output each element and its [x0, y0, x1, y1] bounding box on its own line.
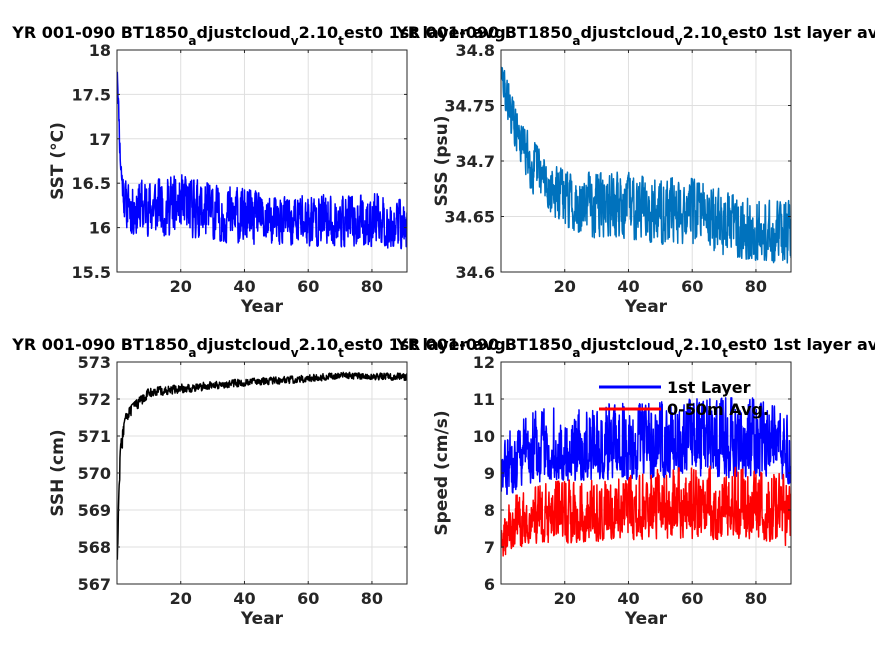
x-tick-label: 40 — [617, 589, 639, 608]
y-tick-label: 34.75 — [444, 97, 495, 116]
y-axis-label: SST (°C) — [48, 122, 68, 200]
y-tick-label: 10 — [473, 427, 495, 446]
x-tick-label: 20 — [170, 589, 192, 608]
y-axis-label: SSS (psu) — [432, 115, 452, 206]
x-tick-label: 20 — [554, 589, 576, 608]
y-tick-label: 34.6 — [456, 263, 495, 282]
y-tick-label: 34.8 — [456, 41, 495, 60]
series-line-1 — [117, 371, 407, 560]
series-group — [117, 371, 407, 560]
chart-panel-4: 20 40 60 80 6 7 8 9 10 11 12 Year Speed (cm/s) 1st La… — [432, 353, 792, 629]
y-tick-label: 7 — [484, 538, 495, 557]
y-tick-label: 568 — [78, 538, 111, 557]
y-tick-label: 16.5 — [72, 174, 111, 193]
series-group — [501, 397, 791, 557]
series-group — [117, 71, 407, 250]
x-axis-label: Year — [240, 609, 284, 629]
y-tick-label: 6 — [484, 575, 495, 594]
y-tick-label: 571 — [78, 427, 111, 446]
chart-panel-2: 20 40 60 80 34.6 34.65 34.7 34.75 34.8 Year SSS (p… — [432, 41, 792, 317]
x-tick-label: 80 — [361, 589, 383, 608]
y-tick-label: 569 — [78, 501, 111, 520]
x-tick-label: 80 — [745, 589, 767, 608]
chart-title-2: YR 001-090 BT1850adjustcloudv2.10test0 1… — [395, 23, 875, 48]
y-axis-label: SSH (cm) — [48, 429, 68, 516]
x-tick-label: 40 — [233, 277, 255, 296]
x-tick-label: 40 — [617, 277, 639, 296]
y-tick-label: 572 — [78, 390, 111, 409]
y-tick-label: 34.65 — [444, 208, 495, 227]
chart-panel-1: 20 40 60 80 15.5 16 16.5 17 17.5 18 Year SST (°C) — [48, 41, 408, 317]
x-tick-label: 60 — [681, 589, 703, 608]
x-tick-label: 20 — [170, 277, 192, 296]
y-tick-label: 11 — [473, 390, 495, 409]
legend-entry-2: 0-50m Avg. — [667, 400, 769, 419]
y-tick-label: 9 — [484, 464, 495, 483]
y-tick-label: 34.7 — [456, 152, 495, 171]
series-line-1 — [501, 66, 791, 264]
y-tick-label: 17 — [89, 130, 111, 149]
series-group — [501, 66, 791, 264]
x-tick-label: 80 — [361, 277, 383, 296]
chart-title-3: YR 001-090 BT1850adjustcloudv2.10test0 1… — [11, 335, 512, 360]
chart-title-1: YR 001-090 BT1850adjustcloudv2.10test0 1… — [11, 23, 512, 48]
axes-box — [116, 49, 408, 273]
y-tick-label: 8 — [484, 501, 495, 520]
x-tick-label: 80 — [745, 277, 767, 296]
chart-panel-3: 20 40 60 80 567 568 569 570 571 572 573 Year SSH (cm… — [48, 353, 408, 629]
y-tick-label: 16 — [89, 219, 111, 238]
chart-title-4: YR 001-090 BT1850adjustcloudv2.10test0 1… — [395, 335, 875, 360]
legend-entry-1: 1st Layer — [667, 378, 751, 397]
series-line-1 — [117, 71, 407, 250]
y-tick-label: 15.5 — [72, 263, 111, 282]
y-tick-label: 573 — [78, 353, 111, 372]
y-tick-label: 18 — [89, 41, 111, 60]
x-tick-label: 60 — [297, 589, 319, 608]
x-tick-label: 20 — [554, 277, 576, 296]
y-tick-label: 567 — [78, 575, 111, 594]
x-axis-label: Year — [624, 297, 668, 317]
x-tick-label: 40 — [233, 589, 255, 608]
x-tick-label: 60 — [297, 277, 319, 296]
y-axis-label: Speed (cm/s) — [432, 410, 452, 535]
x-axis-label: Year — [624, 609, 668, 629]
y-tick-label: 570 — [78, 464, 111, 483]
x-tick-label: 60 — [681, 277, 703, 296]
y-tick-label: 12 — [473, 353, 495, 372]
y-tick-label: 17.5 — [72, 85, 111, 104]
series-line-2 — [501, 465, 791, 557]
x-axis-label: Year — [240, 297, 284, 317]
